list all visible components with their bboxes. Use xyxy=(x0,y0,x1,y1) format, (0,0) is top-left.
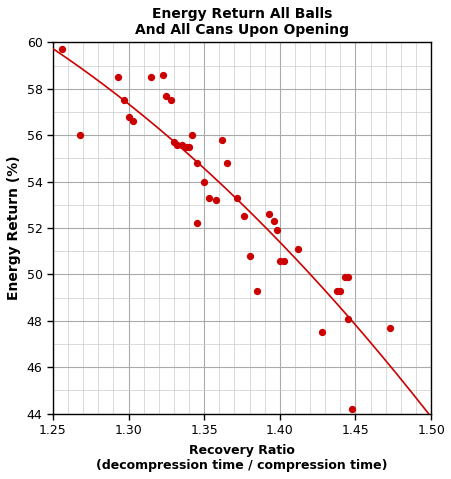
Point xyxy=(124,113,132,121)
Point xyxy=(120,97,127,104)
Point xyxy=(294,245,301,253)
Point xyxy=(218,136,226,144)
Point xyxy=(188,131,195,139)
Point xyxy=(223,160,230,167)
Y-axis label: Energy Return (%): Energy Return (%) xyxy=(7,156,21,300)
Point xyxy=(233,194,240,202)
Point xyxy=(162,92,170,100)
Point xyxy=(276,257,283,264)
Point xyxy=(344,273,351,281)
Point xyxy=(265,210,272,218)
Point xyxy=(159,71,166,79)
Point xyxy=(167,97,174,104)
Point xyxy=(336,287,343,295)
Point xyxy=(280,257,287,264)
Point xyxy=(200,178,207,185)
Point xyxy=(272,227,280,234)
Point xyxy=(270,217,277,225)
Point xyxy=(253,287,260,295)
Point xyxy=(114,73,121,81)
Point xyxy=(239,213,247,220)
X-axis label: Recovery Ratio
(decompression time / compression time): Recovery Ratio (decompression time / com… xyxy=(96,444,387,472)
Point xyxy=(193,160,200,167)
Point xyxy=(129,117,136,125)
Point xyxy=(318,329,325,336)
Point xyxy=(205,194,212,202)
Point xyxy=(178,141,185,148)
Point xyxy=(58,46,65,53)
Point xyxy=(386,324,393,331)
Point xyxy=(341,273,348,281)
Point xyxy=(344,315,351,322)
Point xyxy=(170,138,177,146)
Point xyxy=(212,196,220,204)
Point xyxy=(333,287,340,295)
Title: Energy Return All Balls
And All Cans Upon Opening: Energy Return All Balls And All Cans Upo… xyxy=(135,7,348,37)
Point xyxy=(76,131,83,139)
Point xyxy=(147,73,155,81)
Point xyxy=(193,219,200,227)
Point xyxy=(245,252,253,260)
Point xyxy=(173,141,180,148)
Point xyxy=(348,405,355,413)
Point xyxy=(182,143,189,151)
Point xyxy=(185,143,192,151)
